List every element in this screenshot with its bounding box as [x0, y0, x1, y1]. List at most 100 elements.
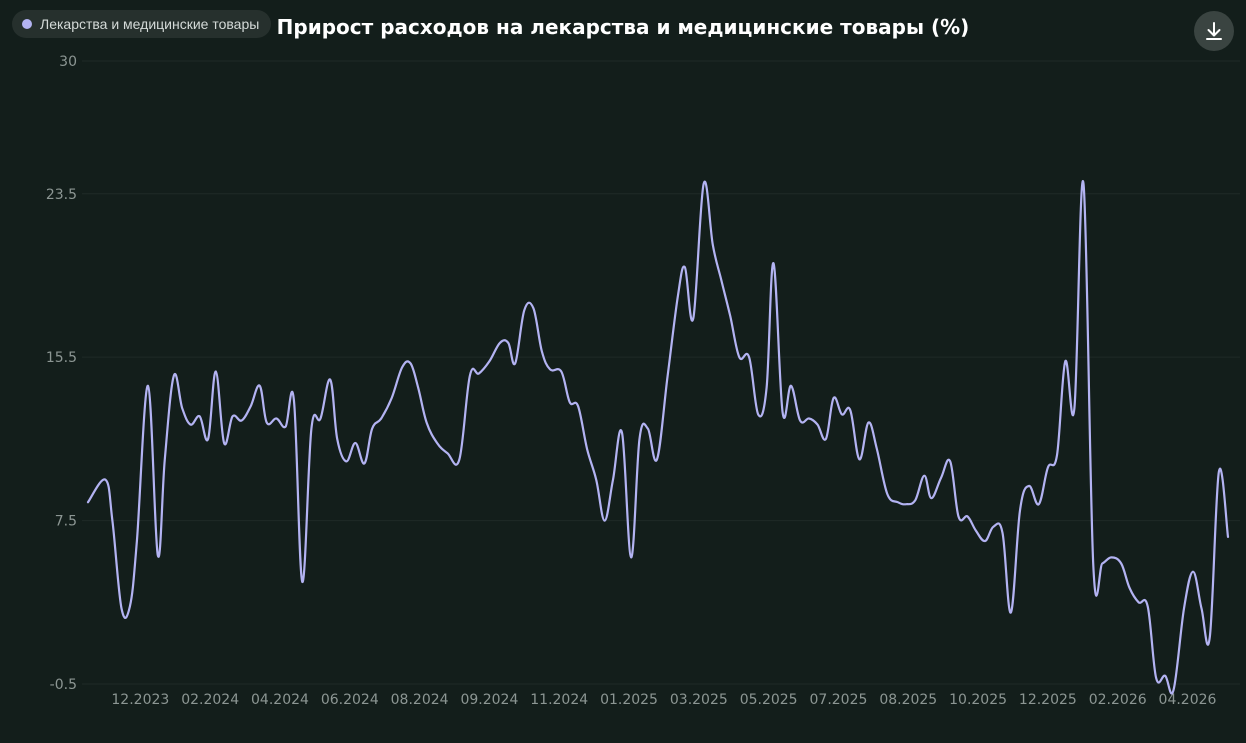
data-point[interactable] [628, 554, 634, 560]
data-point[interactable] [213, 368, 219, 374]
data-point[interactable] [378, 415, 384, 421]
data-point[interactable] [806, 415, 812, 421]
data-point[interactable] [179, 405, 185, 411]
data-point[interactable] [197, 413, 203, 419]
data-point[interactable] [797, 418, 803, 424]
data-point[interactable] [965, 514, 971, 520]
data-point[interactable] [1062, 358, 1068, 364]
data-point[interactable] [205, 436, 211, 442]
data-point[interactable] [690, 315, 696, 321]
data-point[interactable] [736, 354, 742, 360]
data-point[interactable] [369, 426, 375, 432]
data-point[interactable] [299, 579, 305, 585]
data-point[interactable] [823, 436, 829, 442]
data-point[interactable] [239, 418, 245, 424]
data-point[interactable] [476, 371, 482, 377]
data-point[interactable] [155, 552, 161, 558]
data-point[interactable] [1225, 534, 1231, 540]
data-point[interactable] [912, 497, 918, 503]
data-point[interactable] [675, 293, 681, 299]
data-point[interactable] [1127, 585, 1133, 591]
data-point[interactable] [1000, 530, 1006, 536]
data-point[interactable] [1171, 687, 1177, 693]
data-point[interactable] [456, 456, 462, 462]
data-point[interactable] [343, 458, 349, 464]
data-point[interactable] [1045, 464, 1051, 470]
data-point[interactable] [1181, 605, 1187, 611]
data-point[interactable] [399, 364, 405, 370]
data-point[interactable] [1080, 181, 1086, 187]
data-point[interactable] [145, 383, 151, 389]
data-point[interactable] [291, 397, 297, 403]
data-point[interactable] [710, 242, 716, 248]
data-point[interactable] [1108, 554, 1114, 560]
data-point[interactable] [815, 422, 821, 428]
data-point[interactable] [352, 440, 358, 446]
data-point[interactable] [486, 358, 492, 364]
data-point[interactable] [637, 436, 643, 442]
data-point[interactable] [264, 420, 270, 426]
data-point[interactable] [389, 395, 395, 401]
data-point[interactable] [1145, 603, 1151, 609]
data-point[interactable] [1008, 610, 1014, 616]
data-point[interactable] [584, 446, 590, 452]
data-point[interactable] [230, 413, 236, 419]
download-button[interactable] [1194, 11, 1234, 51]
data-point[interactable] [764, 385, 770, 391]
data-point[interactable] [664, 375, 670, 381]
data-point[interactable] [654, 456, 660, 462]
data-point[interactable] [567, 399, 573, 405]
data-point[interactable] [467, 373, 473, 379]
data-point[interactable] [1017, 507, 1023, 513]
data-point[interactable] [1216, 469, 1222, 475]
data-point[interactable] [127, 603, 133, 609]
data-point[interactable] [505, 340, 511, 346]
data-point[interactable] [445, 450, 451, 456]
data-point[interactable] [973, 528, 979, 534]
series-line[interactable] [86, 179, 1230, 695]
data-point[interactable] [982, 538, 988, 544]
data-point[interactable] [831, 395, 837, 401]
data-point[interactable] [1026, 483, 1032, 489]
data-point[interactable] [1118, 560, 1124, 566]
data-point[interactable] [558, 368, 564, 374]
data-point[interactable] [575, 403, 581, 409]
data-point[interactable] [1071, 405, 1077, 411]
data-point[interactable] [248, 403, 254, 409]
data-point[interactable] [539, 348, 545, 354]
data-point[interactable] [1162, 673, 1168, 679]
data-point[interactable] [361, 460, 367, 466]
data-point[interactable] [1136, 599, 1142, 605]
data-point[interactable] [602, 518, 608, 524]
data-point[interactable] [85, 499, 91, 505]
data-point[interactable] [884, 491, 890, 497]
data-point[interactable] [512, 360, 518, 366]
data-point[interactable] [283, 424, 289, 430]
data-point[interactable] [610, 477, 616, 483]
data-point[interactable] [134, 538, 140, 544]
data-point[interactable] [102, 477, 108, 483]
data-point[interactable] [162, 456, 168, 462]
data-point[interactable] [119, 605, 125, 611]
data-point[interactable] [718, 277, 724, 283]
data-point[interactable] [434, 440, 440, 446]
data-point[interactable] [308, 426, 314, 432]
data-point[interactable] [619, 430, 625, 436]
data-point[interactable] [947, 458, 953, 464]
data-point[interactable] [530, 305, 536, 311]
legend-item[interactable]: Лекарства и медицинские товары [12, 10, 272, 38]
data-point[interactable] [1054, 452, 1060, 458]
data-point[interactable] [755, 411, 761, 417]
data-point[interactable] [1099, 560, 1105, 566]
data-point[interactable] [1198, 605, 1204, 611]
data-point[interactable] [327, 377, 333, 383]
data-point[interactable] [593, 477, 599, 483]
data-point[interactable] [682, 264, 688, 270]
data-point[interactable] [188, 422, 194, 428]
data-point[interactable] [1190, 569, 1196, 575]
data-point[interactable] [788, 383, 794, 389]
data-point[interactable] [856, 456, 862, 462]
data-point[interactable] [547, 366, 553, 372]
data-point[interactable] [645, 426, 651, 432]
data-point[interactable] [408, 360, 414, 366]
